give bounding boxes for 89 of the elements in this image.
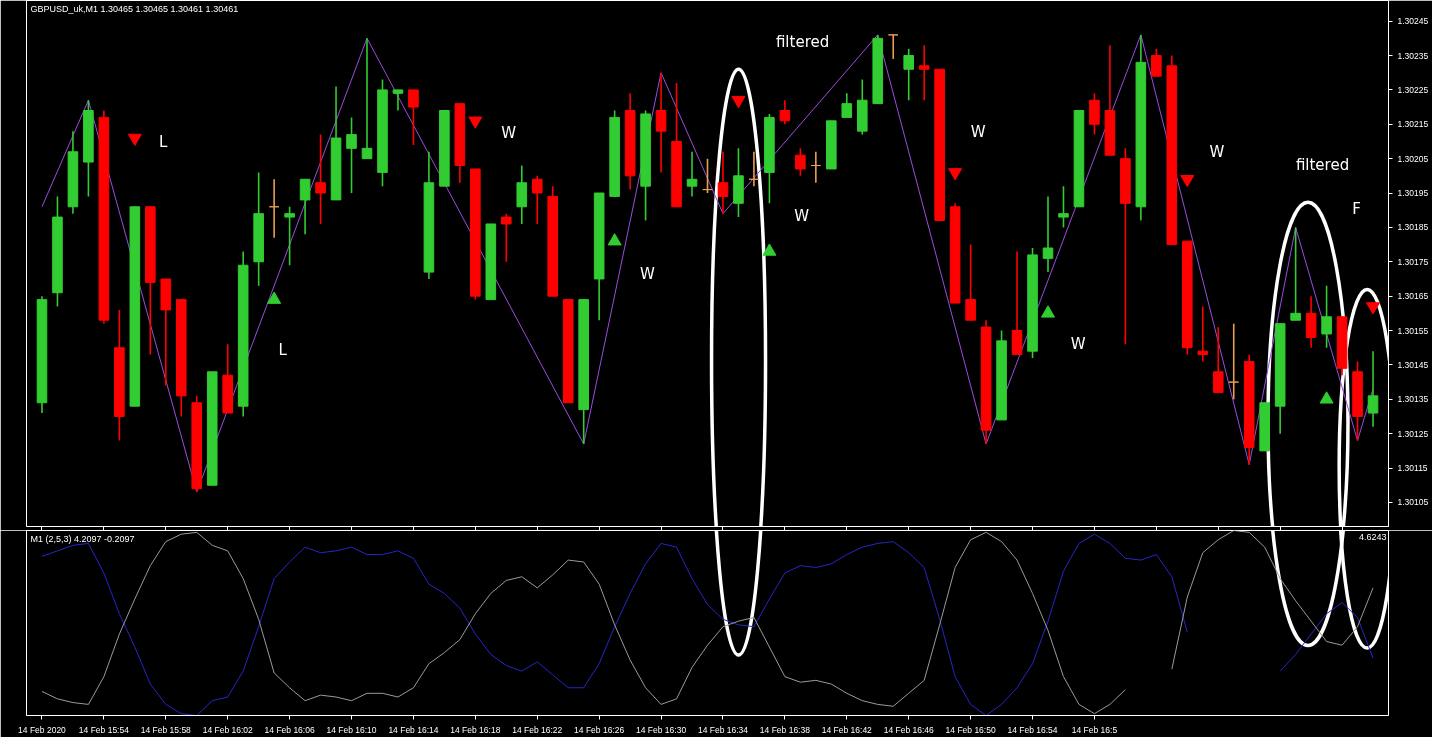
y-tick-label: 1.30175	[1397, 256, 1429, 267]
annotation: filtered	[775, 33, 830, 52]
x-tick-label: 14 Feb 16:34	[697, 724, 749, 735]
annotation: 4.6243	[1358, 531, 1387, 542]
y-tick-label: 1.30135	[1397, 394, 1429, 405]
x-tick-label: 14 Feb 16:50	[945, 724, 996, 735]
annotation: L	[159, 133, 169, 152]
annotation: W	[1070, 334, 1086, 353]
candlestick	[1367, 350, 1379, 428]
y-tick-label: 1.30165	[1397, 291, 1429, 302]
y-tick-label: 1.30185	[1397, 222, 1429, 233]
candlestick	[1197, 305, 1209, 363]
candlestick	[779, 99, 791, 126]
candlestick	[795, 147, 806, 177]
y-tick-label: 1.30145	[1397, 359, 1429, 370]
point	[607, 233, 622, 246]
x-tick-label: 14 Feb 16:26	[574, 724, 625, 735]
x-tick-label: 14 Feb 15:58	[140, 724, 192, 735]
point	[267, 291, 282, 304]
point	[731, 95, 746, 109]
x-tick-label: 14 Feb 16:22	[512, 724, 563, 735]
x-tick-label: 14 Feb 16:54	[1007, 724, 1058, 735]
candlestick	[315, 133, 326, 225]
candlestick	[702, 157, 713, 194]
candlestick	[1228, 322, 1240, 401]
annotation: W	[794, 206, 810, 225]
candlestick	[918, 44, 930, 101]
candlestick	[903, 47, 914, 101]
candlestick	[501, 212, 512, 263]
annotation: L	[278, 340, 288, 359]
annotation: W	[639, 265, 655, 284]
y-tick-label: 1.30195	[1397, 188, 1429, 199]
y-tick-label: 1.30245	[1397, 16, 1429, 27]
candlestick	[686, 150, 698, 198]
x-tick-label: 14 Feb 16:14	[388, 724, 439, 735]
point	[468, 116, 483, 129]
annotation: F	[1352, 199, 1361, 218]
point	[762, 243, 777, 256]
candlestick	[887, 34, 899, 60]
x-tick-label: 14 Feb 16:38	[759, 724, 811, 735]
x-tick-label: 14 Feb 16:30	[636, 724, 687, 735]
x-tick-label: 14 Feb 16:10	[326, 724, 377, 735]
candlestick	[1151, 47, 1162, 77]
chart-title: GBPUSD_uk,M1 1.30465 1.30465 1.30461 1.30461	[30, 3, 239, 14]
candlestick	[531, 175, 543, 225]
x-tick-label: 14 Feb 16:46	[883, 724, 935, 735]
annotation: W	[1209, 143, 1225, 162]
candlestick	[965, 243, 976, 322]
y-tick-label: 1.30155	[1397, 325, 1429, 336]
x-tick-label: 14 Feb 15:54	[78, 724, 130, 735]
candlestick	[810, 150, 822, 184]
x-tick-label: 14 Feb 16:5	[1071, 724, 1118, 735]
candlestick	[346, 116, 357, 194]
y-tick-label: 1.30225	[1397, 84, 1429, 95]
y-tick-label: 1.30235	[1397, 50, 1429, 61]
candlestick	[361, 37, 373, 160]
candlestick	[841, 92, 853, 119]
point	[948, 168, 963, 181]
candlestick	[392, 89, 404, 112]
candlestick	[284, 205, 295, 267]
x-tick-label: 14 Feb 16:18	[450, 724, 501, 735]
x-tick-label: 14 Feb 16:42	[821, 724, 873, 735]
candlestick	[1321, 285, 1332, 349]
x-tick-label: 14 Feb 16:06	[264, 724, 315, 735]
candlestick	[1058, 185, 1069, 229]
candlestick	[299, 178, 311, 236]
annotation: W	[501, 124, 517, 143]
x-tick-label: 14 Feb 2020	[18, 724, 67, 735]
annotation: filtered	[1295, 156, 1350, 175]
point	[127, 133, 142, 147]
candlestick	[1212, 326, 1224, 394]
y-tick-label: 1.30105	[1397, 497, 1429, 508]
chart-title: M1 (2,5,3) 4.2097 -0.2097	[30, 533, 135, 544]
candlestick	[748, 150, 760, 187]
point	[1180, 175, 1195, 188]
candlestick	[408, 89, 419, 146]
y-tick-label: 1.30115	[1397, 463, 1428, 474]
y-tick-label: 1.30125	[1397, 428, 1429, 439]
candlestick	[1290, 226, 1301, 322]
x-tick-label: 14 Feb 16:02	[202, 724, 254, 735]
y-tick-label: 1.30205	[1397, 153, 1429, 164]
candlestick	[1042, 195, 1054, 273]
candlestick	[268, 178, 280, 239]
candlestick	[717, 150, 729, 215]
y-tick-label: 1.30215	[1397, 119, 1429, 130]
point	[1319, 391, 1334, 404]
point	[1041, 305, 1055, 318]
annotation: W	[970, 123, 986, 142]
candlestick	[655, 71, 667, 174]
